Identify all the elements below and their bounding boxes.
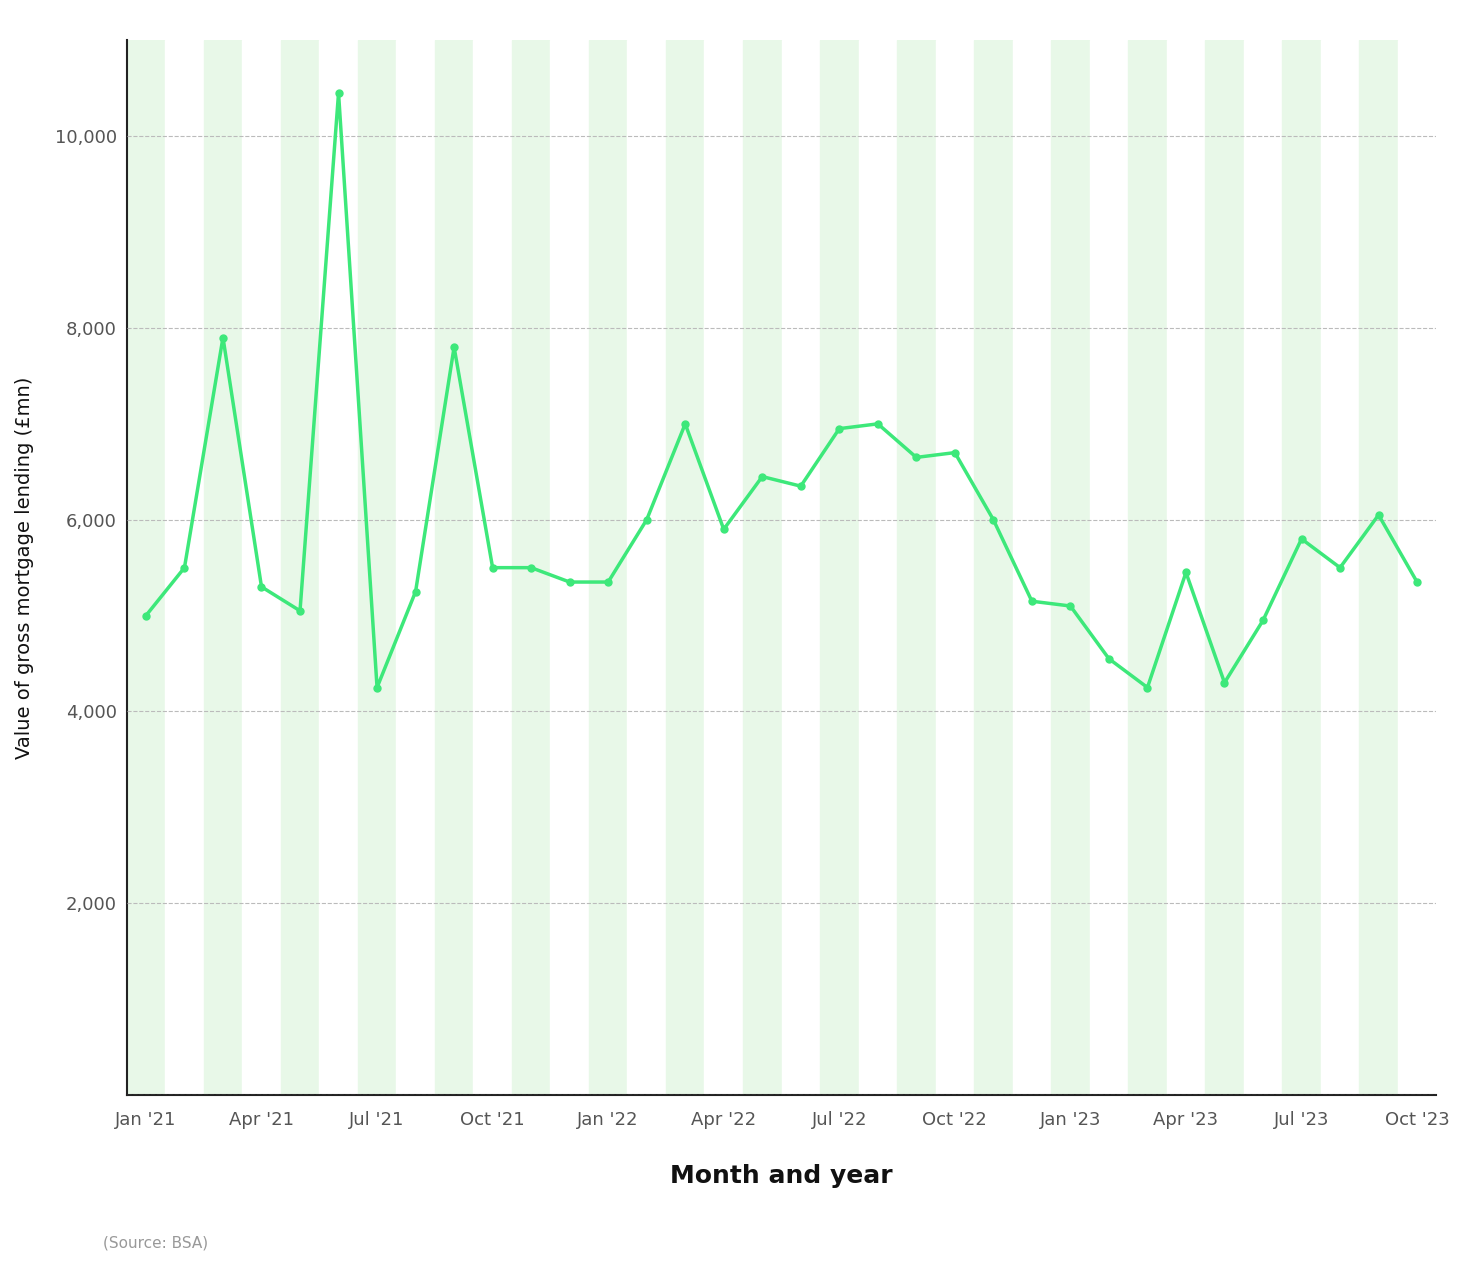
Bar bbox=[1244, 41, 1282, 1095]
Bar bbox=[1360, 41, 1398, 1095]
Bar bbox=[782, 41, 820, 1095]
Bar bbox=[588, 41, 628, 1095]
Bar bbox=[1398, 41, 1436, 1095]
Bar bbox=[550, 41, 588, 1095]
Bar bbox=[666, 41, 704, 1095]
Text: (Source: BSA): (Source: BSA) bbox=[103, 1236, 208, 1250]
Bar bbox=[1166, 41, 1206, 1095]
Bar bbox=[434, 41, 474, 1095]
Bar bbox=[1320, 41, 1360, 1095]
Bar bbox=[1128, 41, 1166, 1095]
Bar bbox=[898, 41, 936, 1095]
Bar bbox=[1282, 41, 1320, 1095]
Bar bbox=[320, 41, 358, 1095]
Bar bbox=[1206, 41, 1244, 1095]
Bar bbox=[204, 41, 242, 1095]
Bar bbox=[936, 41, 974, 1095]
Bar bbox=[512, 41, 550, 1095]
Bar bbox=[242, 41, 280, 1095]
Bar bbox=[474, 41, 512, 1095]
Bar bbox=[1090, 41, 1128, 1095]
X-axis label: Month and year: Month and year bbox=[670, 1163, 893, 1188]
Bar bbox=[704, 41, 742, 1095]
Bar bbox=[742, 41, 782, 1095]
Bar bbox=[396, 41, 434, 1095]
Bar bbox=[1012, 41, 1052, 1095]
Bar bbox=[358, 41, 396, 1095]
Bar bbox=[280, 41, 320, 1095]
Bar bbox=[628, 41, 666, 1095]
Bar bbox=[858, 41, 898, 1095]
Y-axis label: Value of gross mortgage lending (£mn): Value of gross mortgage lending (£mn) bbox=[15, 376, 34, 758]
Bar bbox=[820, 41, 858, 1095]
Bar bbox=[126, 41, 166, 1095]
Bar bbox=[1052, 41, 1090, 1095]
Bar bbox=[974, 41, 1012, 1095]
Bar bbox=[166, 41, 204, 1095]
